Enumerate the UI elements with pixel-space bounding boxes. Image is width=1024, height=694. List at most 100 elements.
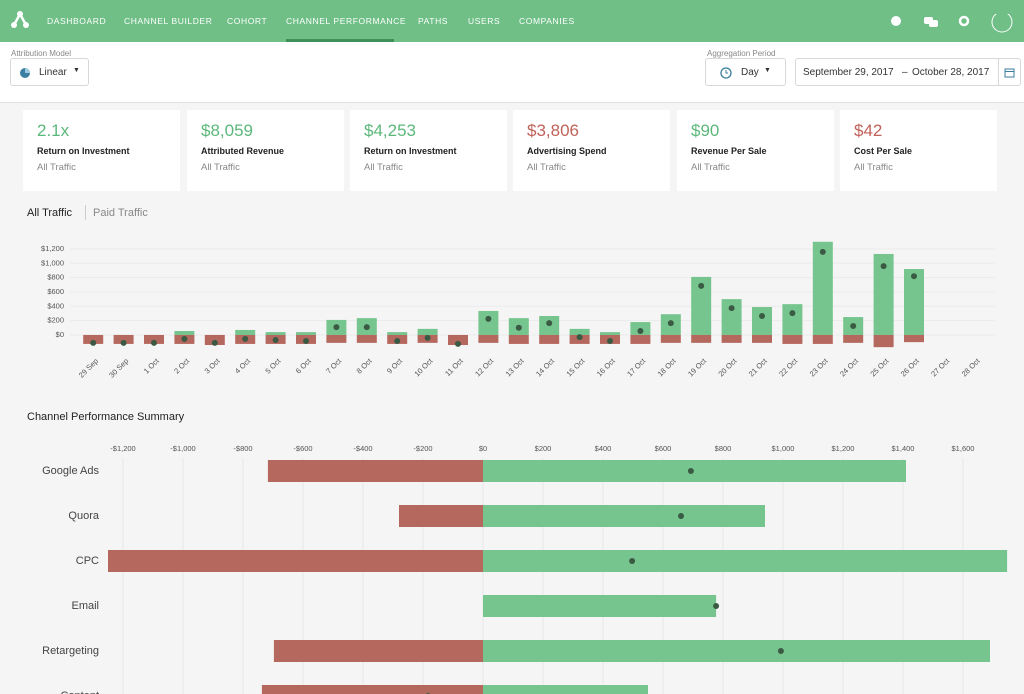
x-tick-label: $1,200: [832, 444, 855, 453]
x-tick-label: $0: [479, 444, 487, 453]
net-dot: [364, 324, 370, 330]
x-tick-label: 10 Oct: [412, 356, 435, 379]
row-label: CPC: [76, 555, 99, 567]
row-label: Google Ads: [42, 465, 99, 477]
x-tick-label: 24 Oct: [838, 356, 861, 379]
bar: [483, 595, 716, 617]
net-dot: [151, 340, 157, 346]
x-tick-label: 8 Oct: [355, 356, 375, 376]
bar: [387, 332, 407, 335]
row-label: Quora: [68, 510, 99, 522]
net-dot: [607, 338, 613, 344]
bar: [782, 335, 802, 344]
net-dot: [698, 283, 704, 289]
bar: [904, 335, 924, 342]
bar: [483, 505, 765, 527]
net-dot: [637, 328, 643, 334]
bar: [722, 299, 742, 335]
bar: [326, 335, 346, 343]
net-dot: [212, 340, 218, 346]
net-dot: [668, 320, 674, 326]
bar: [752, 307, 772, 335]
bar: [235, 330, 255, 335]
y-tick-label: $1,200: [41, 244, 64, 253]
net-dot: [333, 324, 339, 330]
net-dot: [303, 338, 309, 344]
bar: [509, 335, 529, 344]
net-dot: [90, 340, 96, 346]
net-dot: [759, 313, 765, 319]
net-dot: [455, 341, 461, 347]
net-dot: [394, 338, 400, 344]
bar: [357, 335, 377, 343]
bar: [478, 335, 498, 343]
y-tick-label: $1,000: [41, 258, 64, 267]
x-tick-label: -$200: [413, 444, 432, 453]
x-tick-label: -$400: [353, 444, 372, 453]
bar: [752, 335, 772, 343]
x-tick-label: 17 Oct: [625, 356, 648, 379]
net-dot: [729, 305, 735, 311]
x-tick-label: 3 Oct: [203, 356, 223, 376]
x-tick-label: 12 Oct: [473, 356, 496, 379]
bar: [630, 335, 650, 344]
net-dot: [546, 320, 552, 326]
x-tick-label: 21 Oct: [747, 356, 770, 379]
x-tick-label: 4 Oct: [233, 356, 253, 376]
x-tick-label: 16 Oct: [595, 356, 618, 379]
bar: [722, 335, 742, 343]
bar: [539, 335, 559, 344]
bar: [266, 332, 286, 335]
x-tick-label: 22 Oct: [777, 356, 800, 379]
x-tick-label: 1 Oct: [142, 356, 162, 376]
x-tick-label: 11 Oct: [443, 356, 465, 378]
net-dot: [181, 336, 187, 342]
row-label: Content: [60, 690, 99, 694]
x-tick-label: $800: [715, 444, 732, 453]
x-tick-label: 9 Oct: [385, 356, 405, 376]
net-dot: [516, 325, 522, 331]
x-tick-label: 2 Oct: [172, 356, 192, 376]
bar: [782, 304, 802, 335]
x-tick-label: -$600: [293, 444, 312, 453]
bar: [813, 335, 833, 344]
x-tick-label: 25 Oct: [868, 356, 891, 379]
x-tick-label: 29 Sep: [77, 356, 100, 379]
net-dot: [577, 334, 583, 340]
x-tick-label: $1,000: [772, 444, 795, 453]
bar: [483, 550, 1007, 572]
x-tick-label: $1,400: [892, 444, 915, 453]
bar: [418, 329, 438, 335]
x-tick-label: 18 Oct: [656, 356, 679, 379]
y-tick-label: $200: [47, 316, 64, 325]
y-tick-label: $0: [56, 330, 64, 339]
x-tick-label: -$1,200: [110, 444, 135, 453]
bar: [174, 331, 194, 335]
x-tick-label: 14 Oct: [534, 356, 557, 379]
net-dot: [485, 316, 491, 322]
row-label: Email: [71, 600, 99, 612]
net-dot: [850, 323, 856, 329]
x-tick-label: 27 Oct: [929, 356, 952, 379]
bar: [661, 335, 681, 343]
bar: [274, 640, 483, 662]
bar: [843, 335, 863, 343]
bar: [399, 505, 483, 527]
x-tick-label: 5 Oct: [263, 356, 283, 376]
x-tick-label: $400: [595, 444, 612, 453]
net-dot: [629, 558, 635, 564]
x-tick-label: -$800: [233, 444, 252, 453]
net-dot: [678, 513, 684, 519]
x-tick-label: 19 Oct: [686, 356, 709, 379]
bar: [483, 685, 648, 694]
y-tick-label: $400: [47, 301, 64, 310]
net-dot: [789, 310, 795, 316]
net-dot: [688, 468, 694, 474]
bar: [108, 550, 483, 572]
x-tick-label: 15 Oct: [564, 356, 587, 379]
net-dot: [121, 340, 127, 346]
x-tick-label: 20 Oct: [716, 356, 739, 379]
net-dot: [425, 335, 431, 341]
bar: [483, 460, 906, 482]
